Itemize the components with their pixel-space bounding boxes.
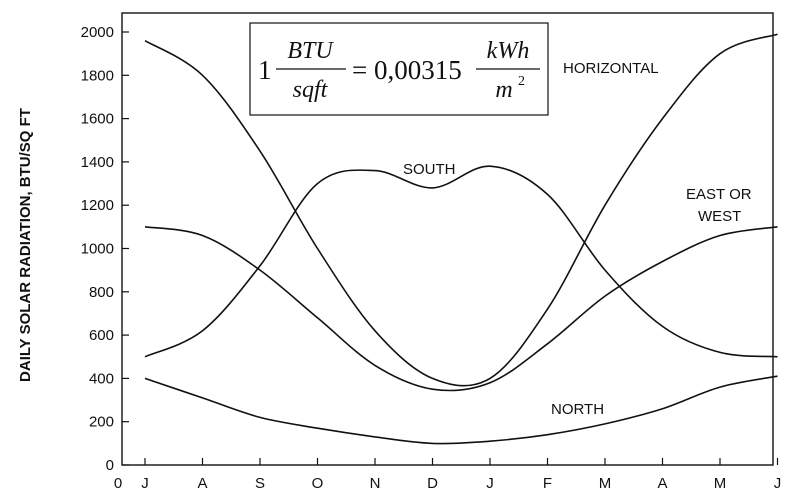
y-axis-label: DAILY SOLAR RADIATION, BTU/SQ FT [17, 108, 34, 382]
y-tick-label: 1800 [81, 67, 114, 84]
y-tick-label: 1000 [81, 241, 114, 258]
x-tick-label: F [543, 475, 552, 492]
x-tick-label: J [141, 475, 149, 492]
series-horizontal [144, 33, 778, 387]
x-tick-label: M [714, 475, 727, 492]
x-tick-label: A [657, 475, 667, 492]
y-tick-label: 1200 [81, 197, 114, 214]
formula-den-right: m [495, 77, 512, 103]
axes: 0 200 400 600 800 1000 1200 1400 1600 1800 2000 0 J A… [81, 12, 782, 492]
x-tick-label: J [486, 475, 494, 492]
plot-frame [121, 12, 774, 466]
formula-den-exponent: 2 [518, 74, 525, 89]
east-west-label-line1: EAST OR [686, 186, 752, 203]
series-north [144, 375, 778, 445]
y-tick-label: 800 [89, 284, 114, 301]
series-curves [144, 33, 778, 445]
x-tick-label: M [599, 475, 612, 492]
formula-den-left: sqft [293, 77, 329, 103]
x-tick-label: N [370, 475, 381, 492]
formula-num-right: kWh [487, 38, 530, 64]
y-tick-label: 200 [89, 414, 114, 431]
east-west-label-line2: WEST [698, 208, 741, 225]
y-tick-label: 2000 [81, 24, 114, 41]
x-tick-label: J [774, 475, 782, 492]
x-tick-label: S [255, 475, 265, 492]
north-label: NORTH [551, 401, 604, 418]
series-south [144, 165, 778, 358]
x-origin-label: 0 [114, 475, 122, 492]
y-tick-label: 600 [89, 327, 114, 344]
x-tick-label: D [427, 475, 438, 492]
south-label: SOUTH [403, 161, 456, 178]
formula-equals: = 0,00315 [352, 55, 462, 85]
conversion-formula: 1 BTU sqft = 0,00315 kWh m 2 [249, 22, 549, 116]
y-tick-label: 0 [106, 457, 114, 474]
formula-num-left: BTU [287, 38, 334, 64]
horizontal-label: HORIZONTAL [563, 60, 659, 77]
y-tick-label: 1400 [81, 154, 114, 171]
series-east-or-west [144, 226, 778, 392]
formula-lead: 1 [258, 55, 272, 85]
y-tick-label: 1600 [81, 111, 114, 128]
x-tick-label: A [197, 475, 207, 492]
x-tick-label: O [312, 475, 324, 492]
y-tick-label: 400 [89, 370, 114, 387]
